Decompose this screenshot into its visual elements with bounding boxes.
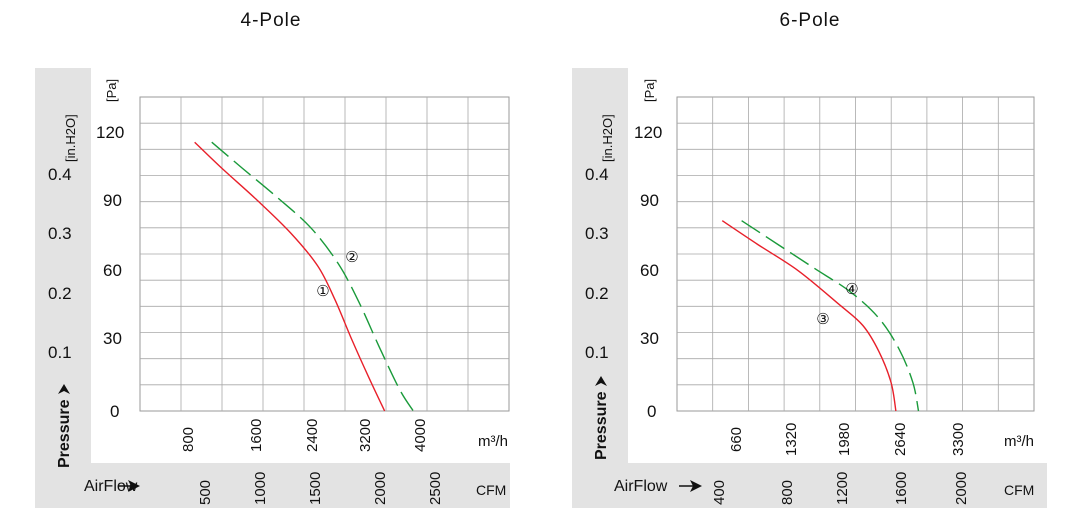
x-cfm-tick: 1000 bbox=[252, 472, 269, 505]
x-cfm-unit: CFM bbox=[476, 482, 506, 498]
x-m3h-tick: 4000 bbox=[412, 419, 429, 452]
y-inh2o-tick: 0.1 bbox=[585, 343, 609, 362]
pressure-label: Pressure bbox=[56, 399, 73, 468]
series-line bbox=[741, 220, 920, 412]
y-pa-tick: 60 bbox=[640, 261, 659, 280]
y-inh2o-tick: 0.3 bbox=[48, 224, 72, 243]
y-inh2o-tick: 0.4 bbox=[48, 165, 72, 184]
x-m3h-tick: 3300 bbox=[950, 423, 967, 456]
y-pa-tick: 0 bbox=[110, 402, 119, 421]
x-m3h-tick: 1320 bbox=[783, 423, 800, 456]
pressure-arrow-icon bbox=[595, 376, 607, 386]
x-cfm-tick: 1600 bbox=[893, 472, 910, 505]
chart-4-pole: 4-Pole ① ② [Pa] 120 90 60 30 0 [in.H2O] … bbox=[35, 10, 510, 508]
y-pa-unit: [Pa] bbox=[104, 79, 119, 102]
series-line bbox=[194, 141, 386, 412]
chart-6-pole: 6-Pole ③ ④ [Pa] 120 90 60 30 0 [in.H2O] … bbox=[572, 10, 1047, 508]
y-pa-tick: 90 bbox=[640, 191, 659, 210]
x-cfm-tick: 2000 bbox=[372, 472, 389, 505]
x-m3h-tick: 800 bbox=[180, 427, 197, 452]
x-cfm-ticks: 500 1000 1500 2000 2500 bbox=[197, 472, 444, 505]
series-curves bbox=[194, 141, 414, 412]
y-inh2o-tick: 0.1 bbox=[48, 343, 72, 362]
y-inh2o-ticks: 0.4 0.3 0.2 0.1 bbox=[48, 165, 72, 362]
x-axis-panel bbox=[91, 463, 510, 508]
y-pa-unit: [Pa] bbox=[642, 79, 657, 102]
x-cfm-tick: 500 bbox=[197, 480, 214, 505]
series-label: ④ bbox=[845, 281, 858, 298]
y-pa-tick: 90 bbox=[103, 191, 122, 210]
x-m3h-tick: 1980 bbox=[836, 423, 853, 456]
y-pa-tick: 120 bbox=[96, 123, 124, 142]
y-inh2o-tick: 0.2 bbox=[585, 284, 609, 303]
y-pa-tick: 30 bbox=[103, 329, 122, 348]
series-label: ② bbox=[345, 249, 358, 266]
x-cfm-tick: 2000 bbox=[953, 472, 970, 505]
y-inh2o-tick: 0.2 bbox=[48, 284, 72, 303]
y-pa-ticks: 120 90 60 30 0 bbox=[96, 123, 124, 421]
chart-title: 4-Pole bbox=[241, 10, 302, 31]
y-pa-tick: 60 bbox=[103, 261, 122, 280]
x-cfm-tick: 400 bbox=[711, 480, 728, 505]
x-m3h-ticks: 800 1600 2400 3200 4000 bbox=[180, 419, 429, 452]
x-cfm-tick: 1200 bbox=[834, 472, 851, 505]
x-m3h-tick: 2640 bbox=[892, 423, 909, 456]
y-pa-tick: 0 bbox=[647, 402, 656, 421]
y-inh2o-tick: 0.4 bbox=[585, 165, 609, 184]
y-inh2o-unit: [in.H2O] bbox=[63, 114, 78, 162]
chart-title: 6-Pole bbox=[780, 10, 841, 31]
series-label: ③ bbox=[816, 311, 829, 328]
x-cfm-tick: 800 bbox=[779, 480, 796, 505]
x-m3h-unit: m³/h bbox=[1004, 433, 1034, 450]
x-cfm-ticks: 400 800 1200 1600 2000 bbox=[711, 472, 970, 505]
y-axis-panel bbox=[572, 68, 628, 508]
y-inh2o-ticks: 0.4 0.3 0.2 0.1 bbox=[585, 165, 609, 362]
y-pa-tick: 30 bbox=[640, 329, 659, 348]
x-m3h-ticks: 660 1320 1980 2640 3300 bbox=[728, 423, 967, 456]
y-inh2o-tick: 0.3 bbox=[585, 224, 609, 243]
x-cfm-tick: 2500 bbox=[427, 472, 444, 505]
grid-lines bbox=[140, 97, 509, 411]
series-line bbox=[211, 141, 414, 412]
x-cfm-unit: CFM bbox=[1004, 482, 1034, 498]
grid-lines bbox=[677, 97, 1034, 411]
y-axis-panel bbox=[35, 68, 91, 508]
x-m3h-tick: 660 bbox=[728, 427, 745, 452]
y-pa-ticks: 120 90 60 30 0 bbox=[634, 123, 662, 421]
series-line bbox=[721, 220, 897, 412]
airflow-label: AirFlow bbox=[614, 478, 668, 495]
x-m3h-tick: 2400 bbox=[304, 419, 321, 452]
series-label: ① bbox=[316, 283, 329, 300]
x-cfm-tick: 1500 bbox=[307, 472, 324, 505]
y-pa-tick: 120 bbox=[634, 123, 662, 142]
y-inh2o-unit: [in.H2O] bbox=[600, 114, 615, 162]
x-m3h-tick: 1600 bbox=[248, 419, 265, 452]
airflow-label: AirFlow bbox=[84, 478, 138, 495]
pressure-label: Pressure bbox=[593, 391, 610, 460]
pressure-arrow-icon bbox=[58, 384, 70, 394]
series-curves bbox=[721, 220, 920, 412]
x-m3h-tick: 3200 bbox=[357, 419, 374, 452]
x-m3h-unit: m³/h bbox=[478, 433, 508, 450]
